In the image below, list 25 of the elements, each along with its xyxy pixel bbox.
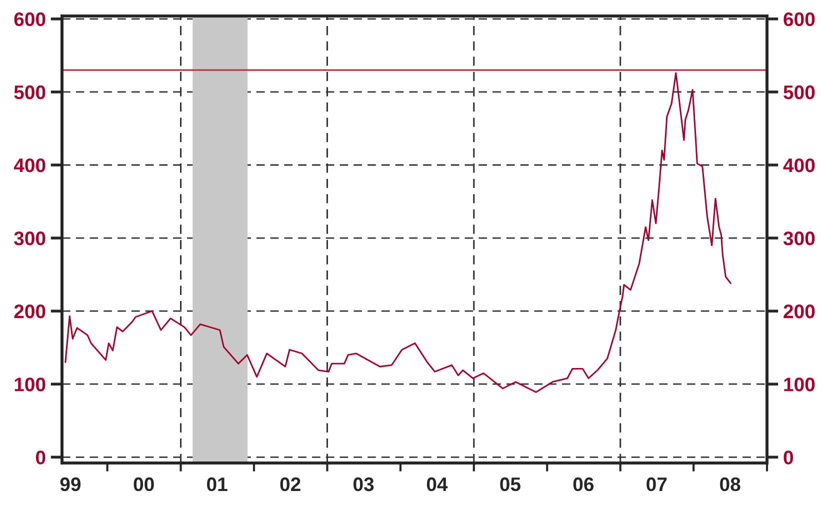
x-tick-label: 00 — [134, 477, 154, 492]
x-tick-label: 05 — [500, 477, 520, 492]
x-tick-label: 07 — [646, 477, 667, 492]
x-tick-label: 01 — [207, 477, 228, 492]
y-tick-label: 0 — [36, 450, 46, 464]
y2-tick-label: 300 — [783, 232, 815, 246]
y2-tick-label: 100 — [784, 378, 815, 392]
y2-tick-label: 400 — [783, 158, 815, 172]
y-tick-label: 300 — [14, 232, 46, 246]
y2-tick-label: 200 — [784, 304, 815, 318]
y-tick-label: 500 — [14, 85, 46, 100]
x-tick-label: 03 — [353, 477, 374, 492]
x-tick-label: 99 — [60, 477, 81, 492]
y2-tick-label: 600 — [784, 12, 815, 26]
x-tick-label: 04 — [426, 477, 448, 492]
y2-tick-label: 0 — [784, 450, 793, 464]
y2-tick-label: 500 — [784, 85, 815, 100]
y-tick-label: 200 — [14, 304, 46, 318]
x-tick-label: 02 — [280, 477, 300, 492]
y-tick-label: 600 — [14, 12, 46, 26]
line-series — [64, 72, 732, 393]
x-tick-label: 06 — [573, 477, 594, 492]
y-tick-label: 100 — [14, 378, 46, 392]
y-tick-label: 400 — [14, 158, 46, 172]
x-tick-label: 08 — [720, 477, 740, 492]
